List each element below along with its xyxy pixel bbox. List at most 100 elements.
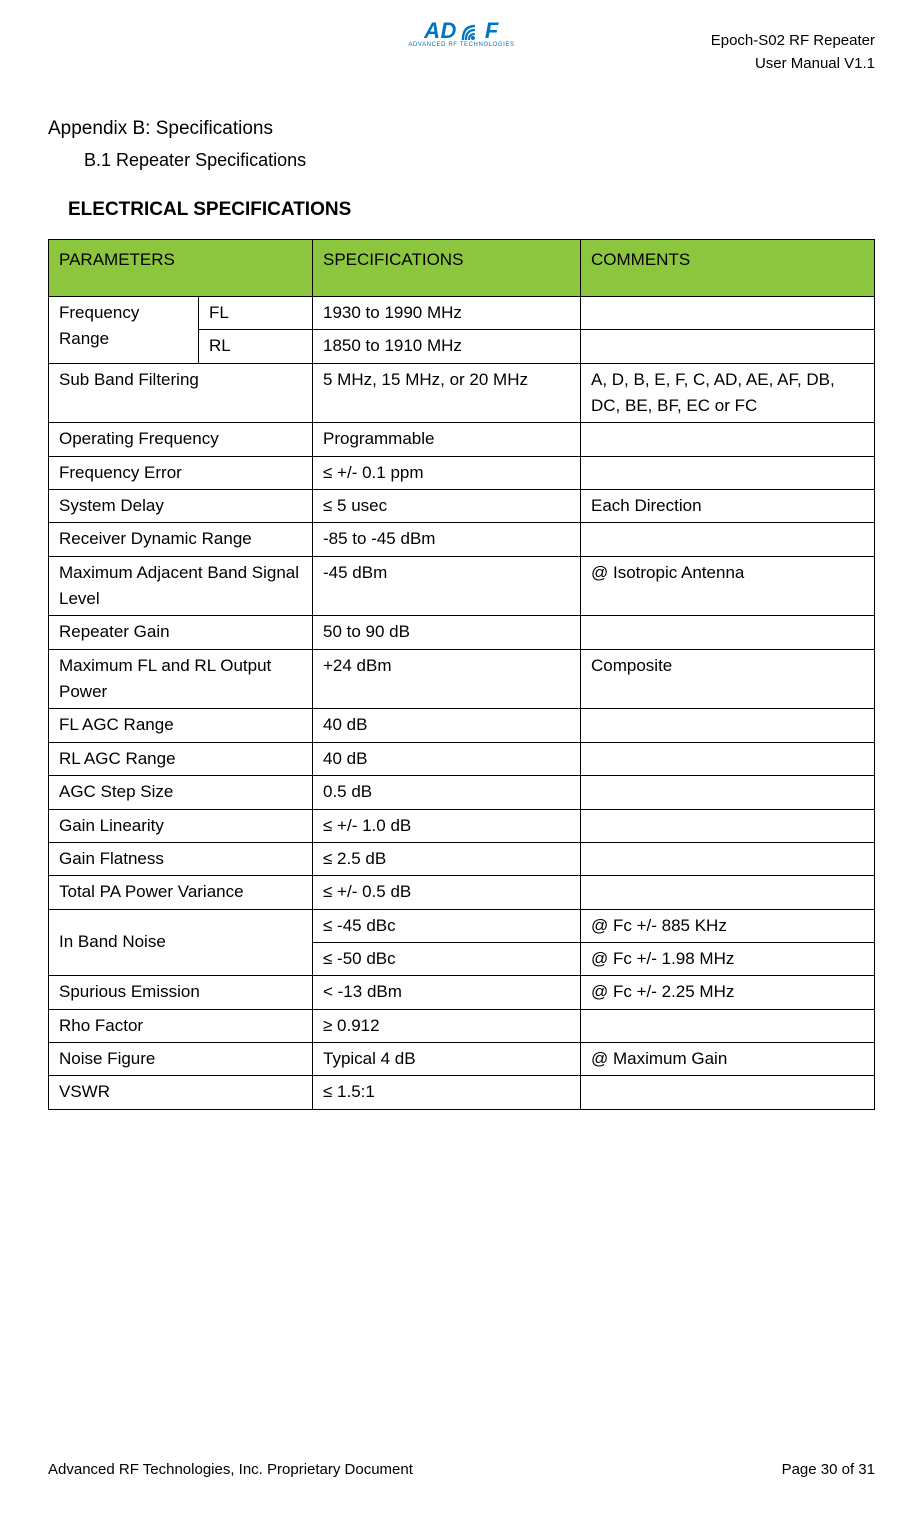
- table-row: AGC Step Size0.5 dB: [49, 776, 875, 809]
- cell-param: Operating Frequency: [49, 423, 313, 456]
- page-header: AD F ADVANCED RF TECHNOLOGIES Epoch-S02 …: [48, 18, 875, 88]
- cell-param: FL AGC Range: [49, 709, 313, 742]
- spec-table: PARAMETERS SPECIFICATIONS COMMENTS Frequ…: [48, 239, 875, 1110]
- cell-param: Receiver Dynamic Range: [49, 523, 313, 556]
- col-specifications: SPECIFICATIONS: [313, 240, 581, 297]
- cell-spec: 5 MHz, 15 MHz, or 20 MHz: [313, 363, 581, 423]
- cell-param: System Delay: [49, 490, 313, 523]
- table-row: Frequency Error≤ +/- 0.1 ppm: [49, 456, 875, 489]
- cell-comment: [581, 842, 875, 875]
- table-row: VSWR≤ 1.5:1: [49, 1076, 875, 1109]
- logo-text-1: AD: [424, 18, 457, 44]
- freq-rl-spec: 1850 to 1910 MHz: [313, 330, 581, 363]
- cell-comment: [581, 1076, 875, 1109]
- cell-comment: @ Fc +/- 885 KHz: [581, 909, 875, 942]
- col-parameters: PARAMETERS: [49, 240, 313, 297]
- logo-subtext: ADVANCED RF TECHNOLOGIES: [408, 42, 514, 48]
- cell-spec: < -13 dBm: [313, 976, 581, 1009]
- product-line: Epoch-S02 RF Repeater: [711, 30, 875, 53]
- table-head: PARAMETERS SPECIFICATIONS COMMENTS: [49, 240, 875, 297]
- table-row: Spurious Emission< -13 dBm@ Fc +/- 2.25 …: [49, 976, 875, 1009]
- cell-comment: [581, 876, 875, 909]
- logo-text-2: F: [485, 18, 499, 44]
- page: AD F ADVANCED RF TECHNOLOGIES Epoch-S02 …: [0, 0, 923, 1526]
- table-row: Frequency Range FL 1930 to 1990 MHz: [49, 297, 875, 330]
- cell-comment: Each Direction: [581, 490, 875, 523]
- freq-fl-spec: 1930 to 1990 MHz: [313, 297, 581, 330]
- cell-spec: 50 to 90 dB: [313, 616, 581, 649]
- cell-comment: @ Isotropic Antenna: [581, 556, 875, 616]
- cell-comment: [581, 616, 875, 649]
- cell-comment: [581, 456, 875, 489]
- table-row: Repeater Gain50 to 90 dB: [49, 616, 875, 649]
- freq-rl-label: RL: [199, 330, 313, 363]
- logo-row: AD F: [408, 18, 514, 44]
- header-right: Epoch-S02 RF Repeater User Manual V1.1: [711, 30, 875, 75]
- cell: [581, 330, 875, 363]
- table-row: FL AGC Range40 dB: [49, 709, 875, 742]
- cell-param: Gain Flatness: [49, 842, 313, 875]
- cell-param: Total PA Power Variance: [49, 876, 313, 909]
- freq-fl-label: FL: [199, 297, 313, 330]
- cell-spec: Typical 4 dB: [313, 1042, 581, 1075]
- table-row: Rho Factor≥ 0.912: [49, 1009, 875, 1042]
- cell-comment: [581, 423, 875, 456]
- cell-param: Frequency Error: [49, 456, 313, 489]
- cell-param: AGC Step Size: [49, 776, 313, 809]
- cell-comment: [581, 809, 875, 842]
- cell-spec: -45 dBm: [313, 556, 581, 616]
- table-row: Sub Band Filtering5 MHz, 15 MHz, or 20 M…: [49, 363, 875, 423]
- cell-param: Sub Band Filtering: [49, 363, 313, 423]
- cell-spec: 40 dB: [313, 742, 581, 775]
- cell-param: Noise Figure: [49, 1042, 313, 1075]
- table-row: Operating FrequencyProgrammable: [49, 423, 875, 456]
- table-row: Gain Linearity≤ +/- 1.0 dB: [49, 809, 875, 842]
- cell: [581, 297, 875, 330]
- subsection-title: B.1 Repeater Specifications: [84, 150, 875, 171]
- footer-left: Advanced RF Technologies, Inc. Proprieta…: [48, 1461, 413, 1478]
- cell-spec: ≤ 5 usec: [313, 490, 581, 523]
- table-row: System Delay≤ 5 usecEach Direction: [49, 490, 875, 523]
- cell-comment: [581, 523, 875, 556]
- table-row: Receiver Dynamic Range-85 to -45 dBm: [49, 523, 875, 556]
- table-row: Maximum FL and RL Output Power+24 dBmCom…: [49, 649, 875, 709]
- cell-param: Spurious Emission: [49, 976, 313, 1009]
- cell-comment: A, D, B, E, F, C, AD, AE, AF, DB, DC, BE…: [581, 363, 875, 423]
- page-footer: Advanced RF Technologies, Inc. Proprieta…: [48, 1461, 875, 1478]
- cell-spec: -85 to -45 dBm: [313, 523, 581, 556]
- table-row: Maximum Adjacent Band Signal Level-45 dB…: [49, 556, 875, 616]
- cell-spec: ≤ +/- 0.5 dB: [313, 876, 581, 909]
- manual-line: User Manual V1.1: [711, 53, 875, 76]
- appendix-title: Appendix B: Specifications: [48, 118, 875, 140]
- freq-range-label: Frequency Range: [49, 297, 199, 364]
- table-row: RL AGC Range40 dB: [49, 742, 875, 775]
- cell-param: Repeater Gain: [49, 616, 313, 649]
- cell-spec: ≤ +/- 0.1 ppm: [313, 456, 581, 489]
- logo: AD F ADVANCED RF TECHNOLOGIES: [408, 18, 514, 48]
- cell-spec: ≤ 1.5:1: [313, 1076, 581, 1109]
- cell-param: Rho Factor: [49, 1009, 313, 1042]
- col-comments: COMMENTS: [581, 240, 875, 297]
- cell-param: Gain Linearity: [49, 809, 313, 842]
- cell-param: VSWR: [49, 1076, 313, 1109]
- table-row: Noise FigureTypical 4 dB@ Maximum Gain: [49, 1042, 875, 1075]
- cell-comment: [581, 1009, 875, 1042]
- table-body: Frequency Range FL 1930 to 1990 MHz RL 1…: [49, 297, 875, 1110]
- cell-comment: Composite: [581, 649, 875, 709]
- cell-comment: @ Maximum Gain: [581, 1042, 875, 1075]
- cell-spec: 0.5 dB: [313, 776, 581, 809]
- cell-spec: ≥ 0.912: [313, 1009, 581, 1042]
- cell-comment: [581, 742, 875, 775]
- cell-spec: +24 dBm: [313, 649, 581, 709]
- cell-param: Maximum FL and RL Output Power: [49, 649, 313, 709]
- cell-spec: ≤ +/- 1.0 dB: [313, 809, 581, 842]
- footer-right: Page 30 of 31: [782, 1461, 875, 1478]
- rf-wave-icon: [461, 20, 481, 42]
- cell-spec: ≤ 2.5 dB: [313, 842, 581, 875]
- cell-comment: [581, 709, 875, 742]
- cell-spec: 40 dB: [313, 709, 581, 742]
- cell-comment: @ Fc +/- 2.25 MHz: [581, 976, 875, 1009]
- table-row: Total PA Power Variance≤ +/- 0.5 dB: [49, 876, 875, 909]
- table-row: In Band Noise≤ -45 dBc@ Fc +/- 885 KHz: [49, 909, 875, 942]
- inband-label: In Band Noise: [49, 909, 313, 976]
